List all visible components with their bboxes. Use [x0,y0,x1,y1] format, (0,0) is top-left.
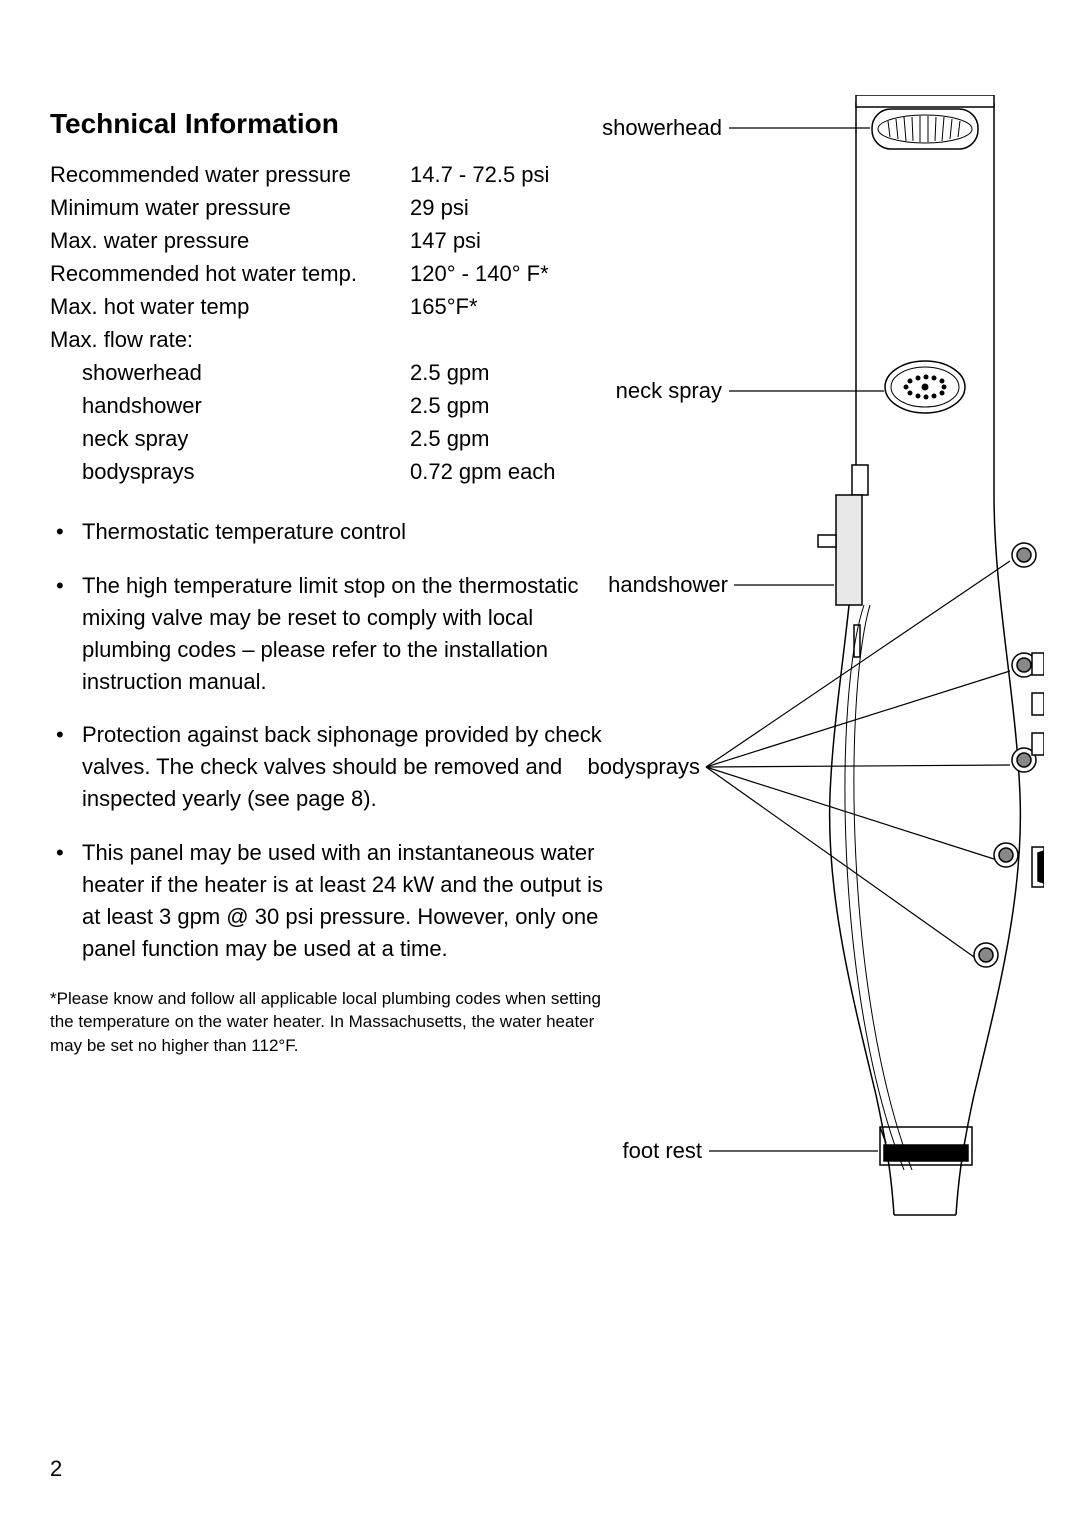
label-neckspray: neck spray [616,378,722,403]
spec-label: Max. hot water temp [50,290,410,323]
spec-label: showerhead [50,356,410,389]
spec-value: 2.5 gpm [410,422,490,455]
spec-value: 2.5 gpm [410,389,490,422]
spec-row: Max. flow rate: [50,323,620,356]
spec-label: Max. flow rate: [50,323,410,356]
feature-bullet: Thermostatic temperature control [50,516,620,548]
feature-bullet: The high temperature limit stop on the t… [50,570,620,698]
spec-row: bodysprays0.72 gpm each [50,455,620,488]
spec-value: 0.72 gpm each [410,455,556,488]
page-number: 2 [50,1456,62,1482]
footnote-text: *Please know and follow all applicable l… [50,987,620,1058]
spec-value: 120° - 140° F* [410,257,549,290]
spec-value: 14.7 - 72.5 psi [410,158,549,191]
spec-label: Minimum water pressure [50,191,410,224]
feature-list: Thermostatic temperature control The high… [50,516,620,965]
spec-label: Max. water pressure [50,224,410,257]
spec-value: 29 psi [410,191,469,224]
spec-label: Recommended hot water temp. [50,257,410,290]
feature-bullet: Protection against back siphonage provid… [50,719,620,815]
label-handshower: handshower [608,572,728,597]
spec-row: Recommended hot water temp.120° - 140° F… [50,257,620,290]
spec-row: neck spray2.5 gpm [50,422,620,455]
section-title: Technical Information [50,108,620,140]
spec-row: showerhead2.5 gpm [50,356,620,389]
feature-bullet: This panel may be used with an instantan… [50,837,620,965]
spec-row: Max. hot water temp165°F* [50,290,620,323]
spec-label: bodysprays [50,455,410,488]
label-bodysprays: bodysprays [587,754,700,779]
spec-row: Recommended water pressure14.7 - 72.5 ps… [50,158,620,191]
shower-panel-diagram: showerhead neck spray handshower bodyspr… [574,95,1044,1275]
spec-table: Recommended water pressure14.7 - 72.5 ps… [50,158,620,488]
label-footrest: foot rest [623,1138,702,1163]
spec-label: Recommended water pressure [50,158,410,191]
label-showerhead: showerhead [602,115,722,140]
spec-value: 2.5 gpm [410,356,490,389]
spec-label: handshower [50,389,410,422]
spec-row: Max. water pressure147 psi [50,224,620,257]
spec-row: handshower2.5 gpm [50,389,620,422]
spec-value: 147 psi [410,224,481,257]
spec-label: neck spray [50,422,410,455]
spec-row: Minimum water pressure29 psi [50,191,620,224]
spec-value: 165°F* [410,290,478,323]
